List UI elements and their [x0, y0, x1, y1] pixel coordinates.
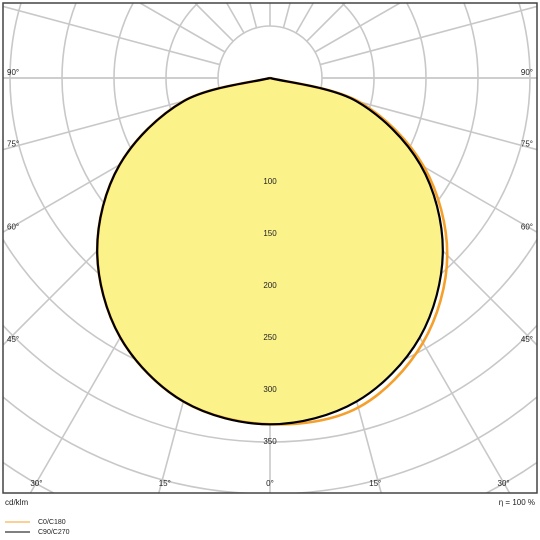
- grid-ray: [139, 3, 226, 53]
- angle-label: 60°: [521, 222, 533, 231]
- grid-ray: [320, 5, 537, 66]
- angle-label: 30°: [498, 479, 510, 488]
- angle-label: 15°: [159, 479, 171, 488]
- angle-label: 15°: [369, 479, 381, 488]
- angle-label: 75°: [7, 140, 19, 149]
- r-tick-label: 250: [263, 333, 277, 342]
- grid-ray: [3, 5, 220, 66]
- grid-ray: [306, 3, 346, 42]
- labels: 90° 75° 60° 45° 30° 15° 0° 15° 30° 45° 60° 75° 90° 10…: [7, 68, 533, 488]
- r-tick-label: 200: [263, 281, 277, 290]
- legend-label: C90/C270: [38, 529, 70, 536]
- angle-label: 90°: [521, 68, 533, 77]
- area-fill: [97, 78, 443, 425]
- angle-label: 45°: [521, 335, 533, 344]
- frame: [2, 2, 538, 494]
- grid-ray: [226, 3, 245, 34]
- grid-ray: [194, 3, 234, 42]
- angle-label: 90°: [7, 68, 19, 77]
- curves: [95, 76, 449, 426]
- curve: [96, 76, 444, 426]
- r-tick-label: 300: [263, 385, 277, 394]
- grid-ray: [282, 3, 291, 28]
- angle-label: 45°: [7, 335, 19, 344]
- angle-label: 0°: [266, 479, 274, 488]
- grid-ray: [314, 3, 401, 53]
- angle-label: 75°: [521, 140, 533, 149]
- legend-label: C0/C180: [38, 519, 66, 526]
- unit-label: cd/klm: [5, 498, 28, 507]
- grid-ray: [249, 3, 258, 28]
- angle-label: 60°: [7, 222, 19, 231]
- efficiency-label: η = 100 %: [499, 498, 535, 507]
- r-tick-label: 100: [263, 177, 277, 186]
- r-tick-label: 350: [263, 437, 277, 446]
- legend: C0/C180 C90/C270: [5, 519, 70, 536]
- r-tick-label: 150: [263, 229, 277, 238]
- angle-label: 30°: [30, 479, 42, 488]
- grid-ray: [295, 3, 314, 34]
